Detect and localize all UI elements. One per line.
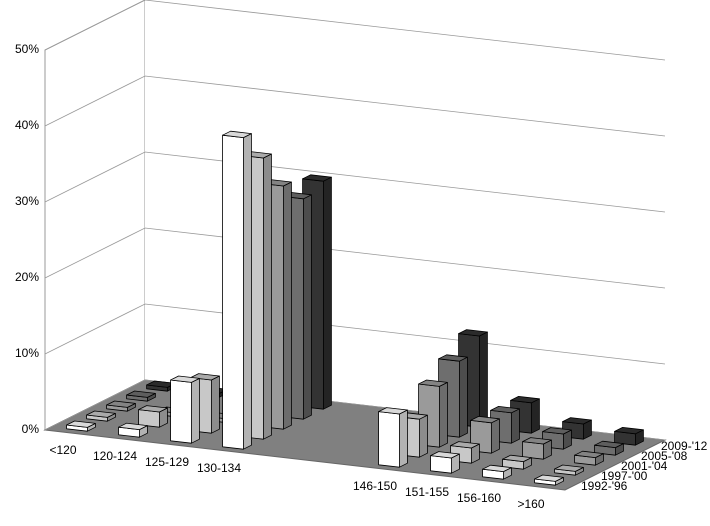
- bar-side: [322, 176, 332, 410]
- bar-side: [418, 414, 428, 458]
- bar: [106, 400, 136, 412]
- bar-top: [502, 454, 532, 463]
- bar: [554, 464, 584, 476]
- bar-top: [522, 437, 552, 445]
- bar-side: [490, 418, 500, 454]
- y-tick-label: 10%: [15, 346, 39, 360]
- bar-front: [378, 411, 400, 468]
- bar-top: [534, 474, 564, 482]
- bar: [534, 474, 564, 486]
- bar: [614, 426, 644, 446]
- bar-top: [470, 415, 500, 424]
- bar: [118, 422, 148, 438]
- bar-top: [222, 130, 252, 139]
- bar-top: [458, 329, 488, 337]
- bar-top: [490, 405, 520, 414]
- grid-line: [44, 151, 666, 213]
- bar-front: [170, 379, 192, 444]
- x-tick-label: 151-155: [405, 485, 449, 499]
- bar: [482, 464, 512, 480]
- bar-side: [478, 331, 488, 428]
- bar-top: [418, 379, 448, 387]
- series-label: 2005-'08: [641, 449, 688, 463]
- bar-side: [458, 356, 468, 438]
- bar-side: [531, 398, 540, 434]
- bar-side: [398, 409, 408, 468]
- series-label: 2001-'04: [621, 459, 668, 473]
- bar: [138, 405, 168, 428]
- bar-top: [554, 464, 584, 472]
- bar-top: [126, 390, 156, 398]
- x-tick-label: <120: [49, 443, 76, 457]
- bar-top: [66, 420, 96, 428]
- bar-top: [614, 426, 644, 435]
- y-tick-label: 50%: [15, 42, 39, 56]
- bar-top: [594, 440, 624, 449]
- bar-top: [86, 410, 116, 418]
- bar-top: [438, 354, 468, 362]
- series-label: 1997-'00: [601, 469, 648, 483]
- bar: [126, 390, 156, 402]
- bar-front: [430, 455, 452, 474]
- bar-top: [542, 427, 572, 435]
- x-tick-label: 120-124: [93, 449, 137, 463]
- bar-top: [450, 441, 480, 449]
- bar-top: [378, 407, 408, 415]
- grid-line: [44, 75, 666, 137]
- bar: [66, 420, 96, 432]
- y-tick-label: 20%: [15, 270, 39, 284]
- x-tick-label: 130-134: [197, 461, 241, 475]
- bar-side: [438, 381, 448, 448]
- x-tick-label: 146-150: [353, 479, 397, 493]
- bar: [86, 410, 116, 422]
- bar-top: [562, 417, 592, 425]
- x-tick-label: >160: [517, 497, 544, 511]
- bar-top: [138, 405, 168, 413]
- bar: [574, 450, 604, 466]
- bar-top: [510, 395, 540, 404]
- bar: [378, 407, 408, 468]
- bar: [418, 379, 448, 448]
- left-wall: [44, 0, 146, 431]
- bar-side: [282, 181, 292, 430]
- bar-top: [302, 174, 332, 182]
- bar-top: [482, 464, 512, 473]
- bar-top: [574, 450, 604, 459]
- x-tick-label: 125-129: [145, 455, 189, 469]
- bar-top: [118, 422, 148, 431]
- grid-line: [44, 303, 666, 365]
- y-tick-label: 30%: [15, 194, 39, 208]
- series-label: 1992-'96: [581, 479, 628, 493]
- bar-top: [106, 400, 136, 408]
- bar-side: [210, 375, 220, 434]
- bar: [594, 440, 624, 456]
- bar-front: [222, 134, 244, 450]
- bar: [502, 454, 532, 470]
- bar: [170, 375, 200, 444]
- grid-line: [44, 0, 666, 61]
- y-tick-label: 0%: [22, 422, 40, 436]
- y-tick-label: 40%: [15, 118, 39, 132]
- x-tick-label: 156-160: [457, 491, 501, 505]
- grid-line: [44, 227, 666, 289]
- bar-top: [430, 451, 460, 459]
- bar-side: [262, 153, 272, 440]
- bar: [430, 451, 460, 474]
- bar: [222, 130, 252, 450]
- bar-side: [242, 133, 252, 450]
- bar-side: [510, 408, 520, 444]
- bar-side: [302, 194, 312, 420]
- series-label: 2009-'12: [661, 439, 708, 453]
- bar-side: [190, 377, 200, 444]
- bar: [522, 437, 552, 460]
- bar-top: [170, 375, 200, 383]
